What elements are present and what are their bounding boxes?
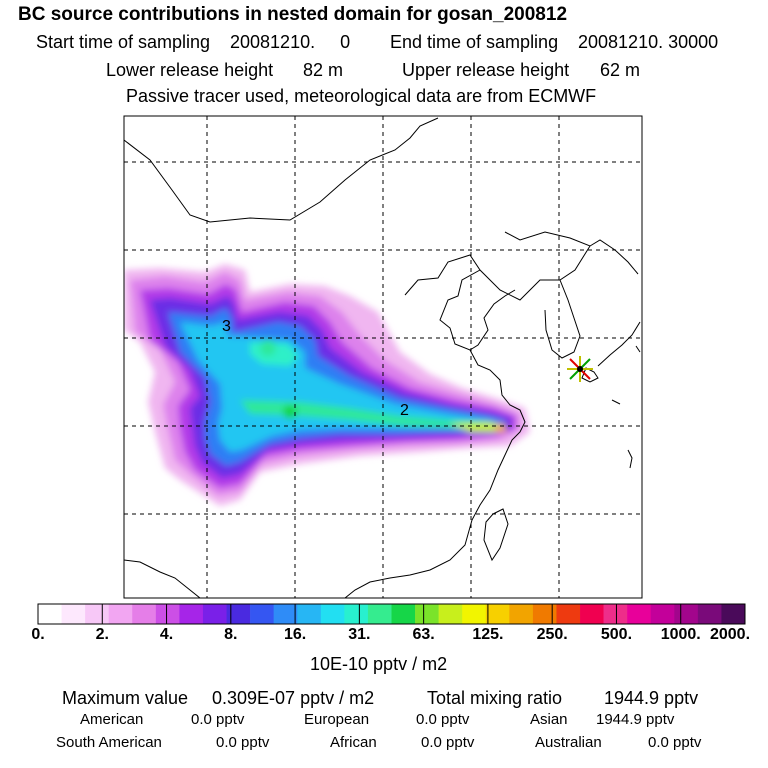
colorbar-swatch (250, 604, 274, 624)
upper-release-label: Upper release height (402, 60, 570, 80)
map-frame (123, 115, 643, 599)
source-african-value: 0.0 pptv (421, 734, 475, 751)
colorbar-tick-label: 8. (224, 626, 238, 643)
colorbar (37, 603, 746, 625)
colorbar-swatch (108, 604, 133, 624)
source-australian-value: 0.0 pptv (648, 734, 702, 751)
plot-title: BC source contributions in nested domain… (18, 4, 568, 25)
colorbar-swatch (485, 604, 510, 624)
colorbar-tick-label: 16. (283, 626, 307, 643)
colorbar-swatch (627, 604, 652, 624)
colorbar-swatch (532, 604, 557, 624)
colorbar-tick-label: 125. (472, 626, 504, 643)
colorbar-swatch (509, 604, 534, 624)
colorbar-swatch (61, 604, 86, 624)
colorbar-swatch (132, 604, 157, 624)
colorbar-swatch (320, 604, 345, 624)
colorbar-tick-label: 2. (95, 626, 109, 643)
end-time-label: End time of sampling (390, 32, 559, 52)
colorbar-tick-label: 4. (159, 626, 174, 643)
colorbar-swatch (556, 604, 581, 624)
source-african-label: African (330, 734, 377, 751)
map-area (124, 116, 642, 598)
colorbar-swatch (202, 604, 227, 624)
start-time-label: Start time of sampling (36, 32, 211, 52)
max-value: 0.309E-07 pptv / m2 (212, 688, 375, 708)
colorbar-swatch (155, 604, 180, 624)
colorbar-swatch (226, 604, 251, 624)
colorbar-swatch (580, 604, 604, 624)
lower-release-value: 82 m (303, 60, 344, 80)
region-label-2: 2 (400, 402, 409, 419)
colorbar-tick-label: 63. (412, 626, 435, 643)
concentration-plume (124, 264, 530, 506)
colorbar-tick-label: 500. (600, 626, 633, 643)
source-asian-label: Asian (530, 711, 568, 728)
source-asian-value: 1944.9 pptv (596, 711, 675, 728)
colorbar-swatch (297, 604, 322, 624)
colorbar-swatch (650, 604, 675, 624)
colorbar-swatch (344, 604, 369, 624)
region-label-3: 3 (222, 318, 231, 335)
colorbar-tick-label: 2000. (709, 626, 751, 643)
max-value-label: Maximum value (62, 688, 189, 708)
star-icon (567, 356, 593, 382)
colorbar-swatch (697, 604, 722, 624)
colorbar-units: 10E-10 pptv / m2 (310, 654, 448, 674)
upper-release-value: 62 m (600, 60, 641, 80)
coastlines (124, 117, 641, 598)
colorbar-swatch (367, 604, 392, 624)
source-european-label: European (304, 711, 370, 728)
colorbar-swatch (674, 604, 699, 624)
source-south-american-value: 0.0 pptv (216, 734, 270, 751)
source-american-value: 0.0 pptv (191, 711, 245, 728)
colorbar-swatch (603, 604, 628, 624)
colorbar-swatch (721, 604, 746, 624)
total-mixing-ratio-value: 1944.9 pptv (604, 688, 699, 708)
colorbar-swatch (85, 604, 109, 624)
source-american-label: American (80, 711, 144, 728)
end-time-value: 20081210. 30000 (578, 32, 719, 52)
colorbar-tick-label: 31. (348, 626, 371, 643)
colorbar-swatch (462, 604, 487, 624)
colorbar-swatch (273, 604, 298, 624)
colorbar-swatch (38, 604, 62, 624)
colorbar-tick-label: 1000. (660, 626, 701, 643)
source-european-value: 0.0 pptv (416, 711, 470, 728)
colorbar-swatch (438, 604, 463, 624)
total-mixing-ratio-label: Total mixing ratio (427, 688, 563, 708)
lower-release-label: Lower release height (106, 60, 274, 80)
source-south-american-label: South American (56, 734, 162, 751)
colorbar-swatch (179, 604, 204, 624)
colorbar-frame (37, 603, 746, 625)
start-time-value: 20081210. 0 (230, 32, 351, 52)
tracer-note: Passive tracer used, meteorological data… (126, 86, 597, 106)
colorbar-tick-label: 0. (31, 626, 45, 643)
colorbar-tick-label: 250. (536, 626, 568, 643)
colorbar-swatch (415, 604, 439, 624)
lat-lon-grid (124, 116, 642, 598)
source-australian-label: Australian (535, 734, 602, 751)
colorbar-swatch (391, 604, 416, 624)
